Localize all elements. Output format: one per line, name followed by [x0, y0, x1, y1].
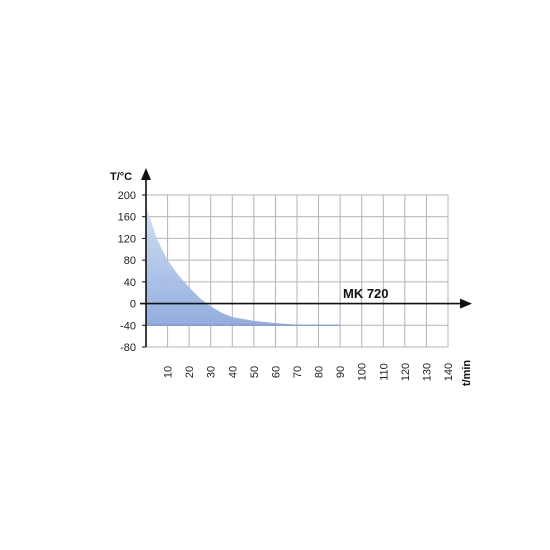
x-tick-label: 130 [421, 363, 433, 381]
tick-labels: 200 160 120 80 40 0 -40 -80 10 20 30 40 50 60 70 80 90 10… [118, 190, 455, 381]
y-tick-label: 0 [130, 299, 136, 311]
series-label: MK 720 [343, 286, 389, 301]
x-tick-label: 120 [400, 363, 412, 381]
x-tick-label: 50 [249, 366, 261, 378]
series-area [146, 205, 341, 326]
y-axis-label: T/°C [110, 171, 132, 183]
y-tick-label: 40 [124, 277, 136, 289]
x-tick-label: 90 [335, 366, 347, 378]
y-axis-arrow [141, 168, 151, 180]
x-tick-label: 20 [184, 366, 196, 378]
x-tick-label: 10 [163, 366, 175, 378]
x-tick-label: 80 [314, 366, 326, 378]
x-tick-label: 30 [206, 366, 218, 378]
y-tick-label: 120 [118, 233, 136, 245]
x-tick-label: 110 [378, 363, 390, 381]
x-axis-label: t/min [461, 360, 473, 387]
x-tick-label: 60 [270, 366, 282, 378]
x-tick-label: 40 [227, 366, 239, 378]
y-tick-label: 80 [124, 255, 136, 267]
x-tick-label: 100 [357, 363, 369, 381]
y-tick-label: -80 [120, 342, 136, 354]
x-tick-label: 70 [292, 366, 304, 378]
y-tick-label: 200 [118, 190, 136, 202]
x-axis-arrow [460, 298, 472, 309]
y-tick-label: -40 [120, 320, 136, 332]
x-tick-label: 140 [443, 363, 455, 381]
series-area-layer [146, 205, 341, 326]
axes [140, 168, 472, 348]
y-tick-label: 160 [118, 212, 136, 224]
